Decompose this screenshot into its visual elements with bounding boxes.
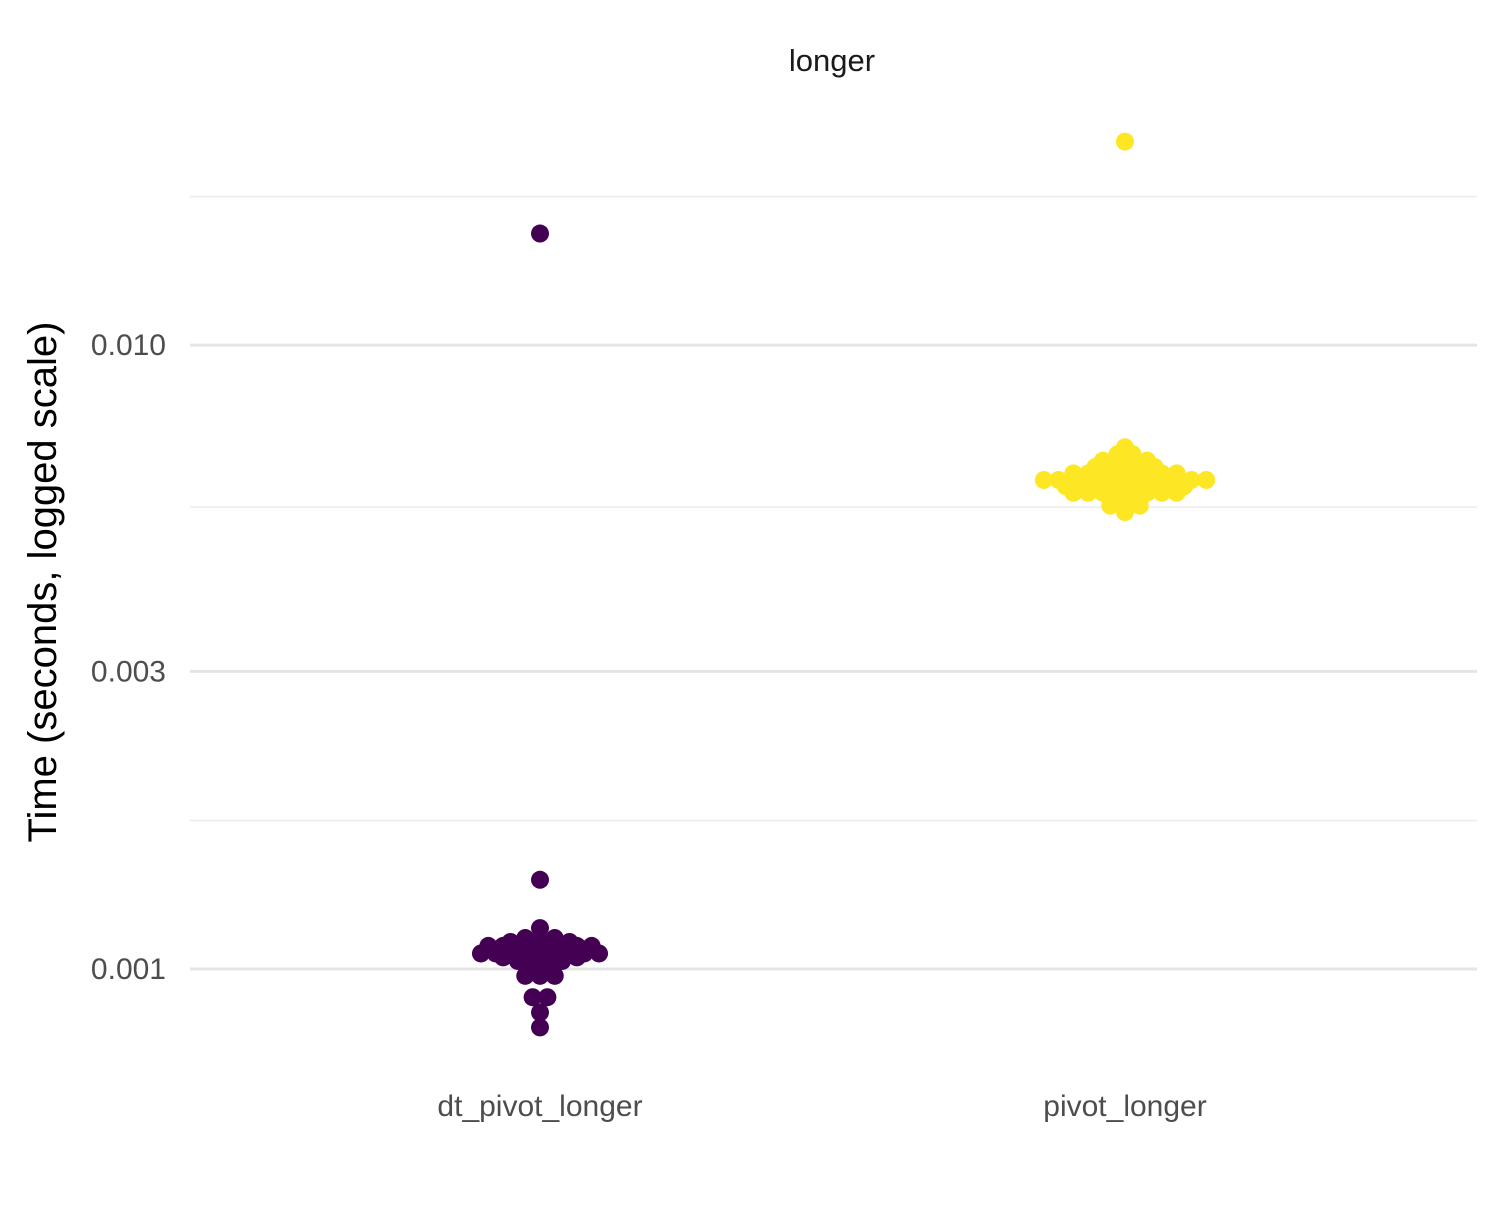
y-tick-label: 0.010: [91, 329, 166, 362]
y-tick-label: 0.003: [91, 655, 166, 688]
data-point: [1116, 132, 1134, 151]
data-point: [531, 224, 549, 243]
data-point: [523, 988, 542, 1007]
facet-title: longer: [789, 43, 875, 78]
data-point: [1130, 496, 1149, 515]
y-tick-label: 0.001: [91, 953, 166, 986]
data-point: [545, 966, 564, 985]
data-point: [1101, 496, 1120, 515]
x-tick-label: pivot_longer: [1043, 1090, 1206, 1123]
data-point: [590, 944, 609, 963]
data-point: [516, 966, 535, 985]
data-point: [1116, 503, 1134, 522]
data-point: [567, 948, 586, 967]
data-point: [531, 870, 549, 889]
y-axis-title: Time (seconds, logged scale): [21, 322, 65, 843]
data-point: [494, 948, 513, 967]
data-point: [1167, 483, 1186, 502]
grid-layer: [190, 195, 1477, 971]
data-point: [1064, 483, 1083, 502]
x-tick-label: dt_pivot_longer: [437, 1090, 642, 1123]
data-point: [1034, 470, 1053, 489]
points-layer: [471, 132, 1216, 1037]
data-point: [531, 1018, 549, 1037]
data-point: [538, 988, 557, 1007]
data-point: [1152, 483, 1171, 502]
data-point: [531, 966, 549, 985]
labels-layer: 0.001 0.003 0.010 dt_pivot_longer pivot_long…: [91, 329, 1207, 1123]
data-point: [1079, 483, 1098, 502]
data-point: [471, 944, 490, 963]
data-point: [531, 1003, 549, 1022]
data-point: [1197, 470, 1216, 489]
